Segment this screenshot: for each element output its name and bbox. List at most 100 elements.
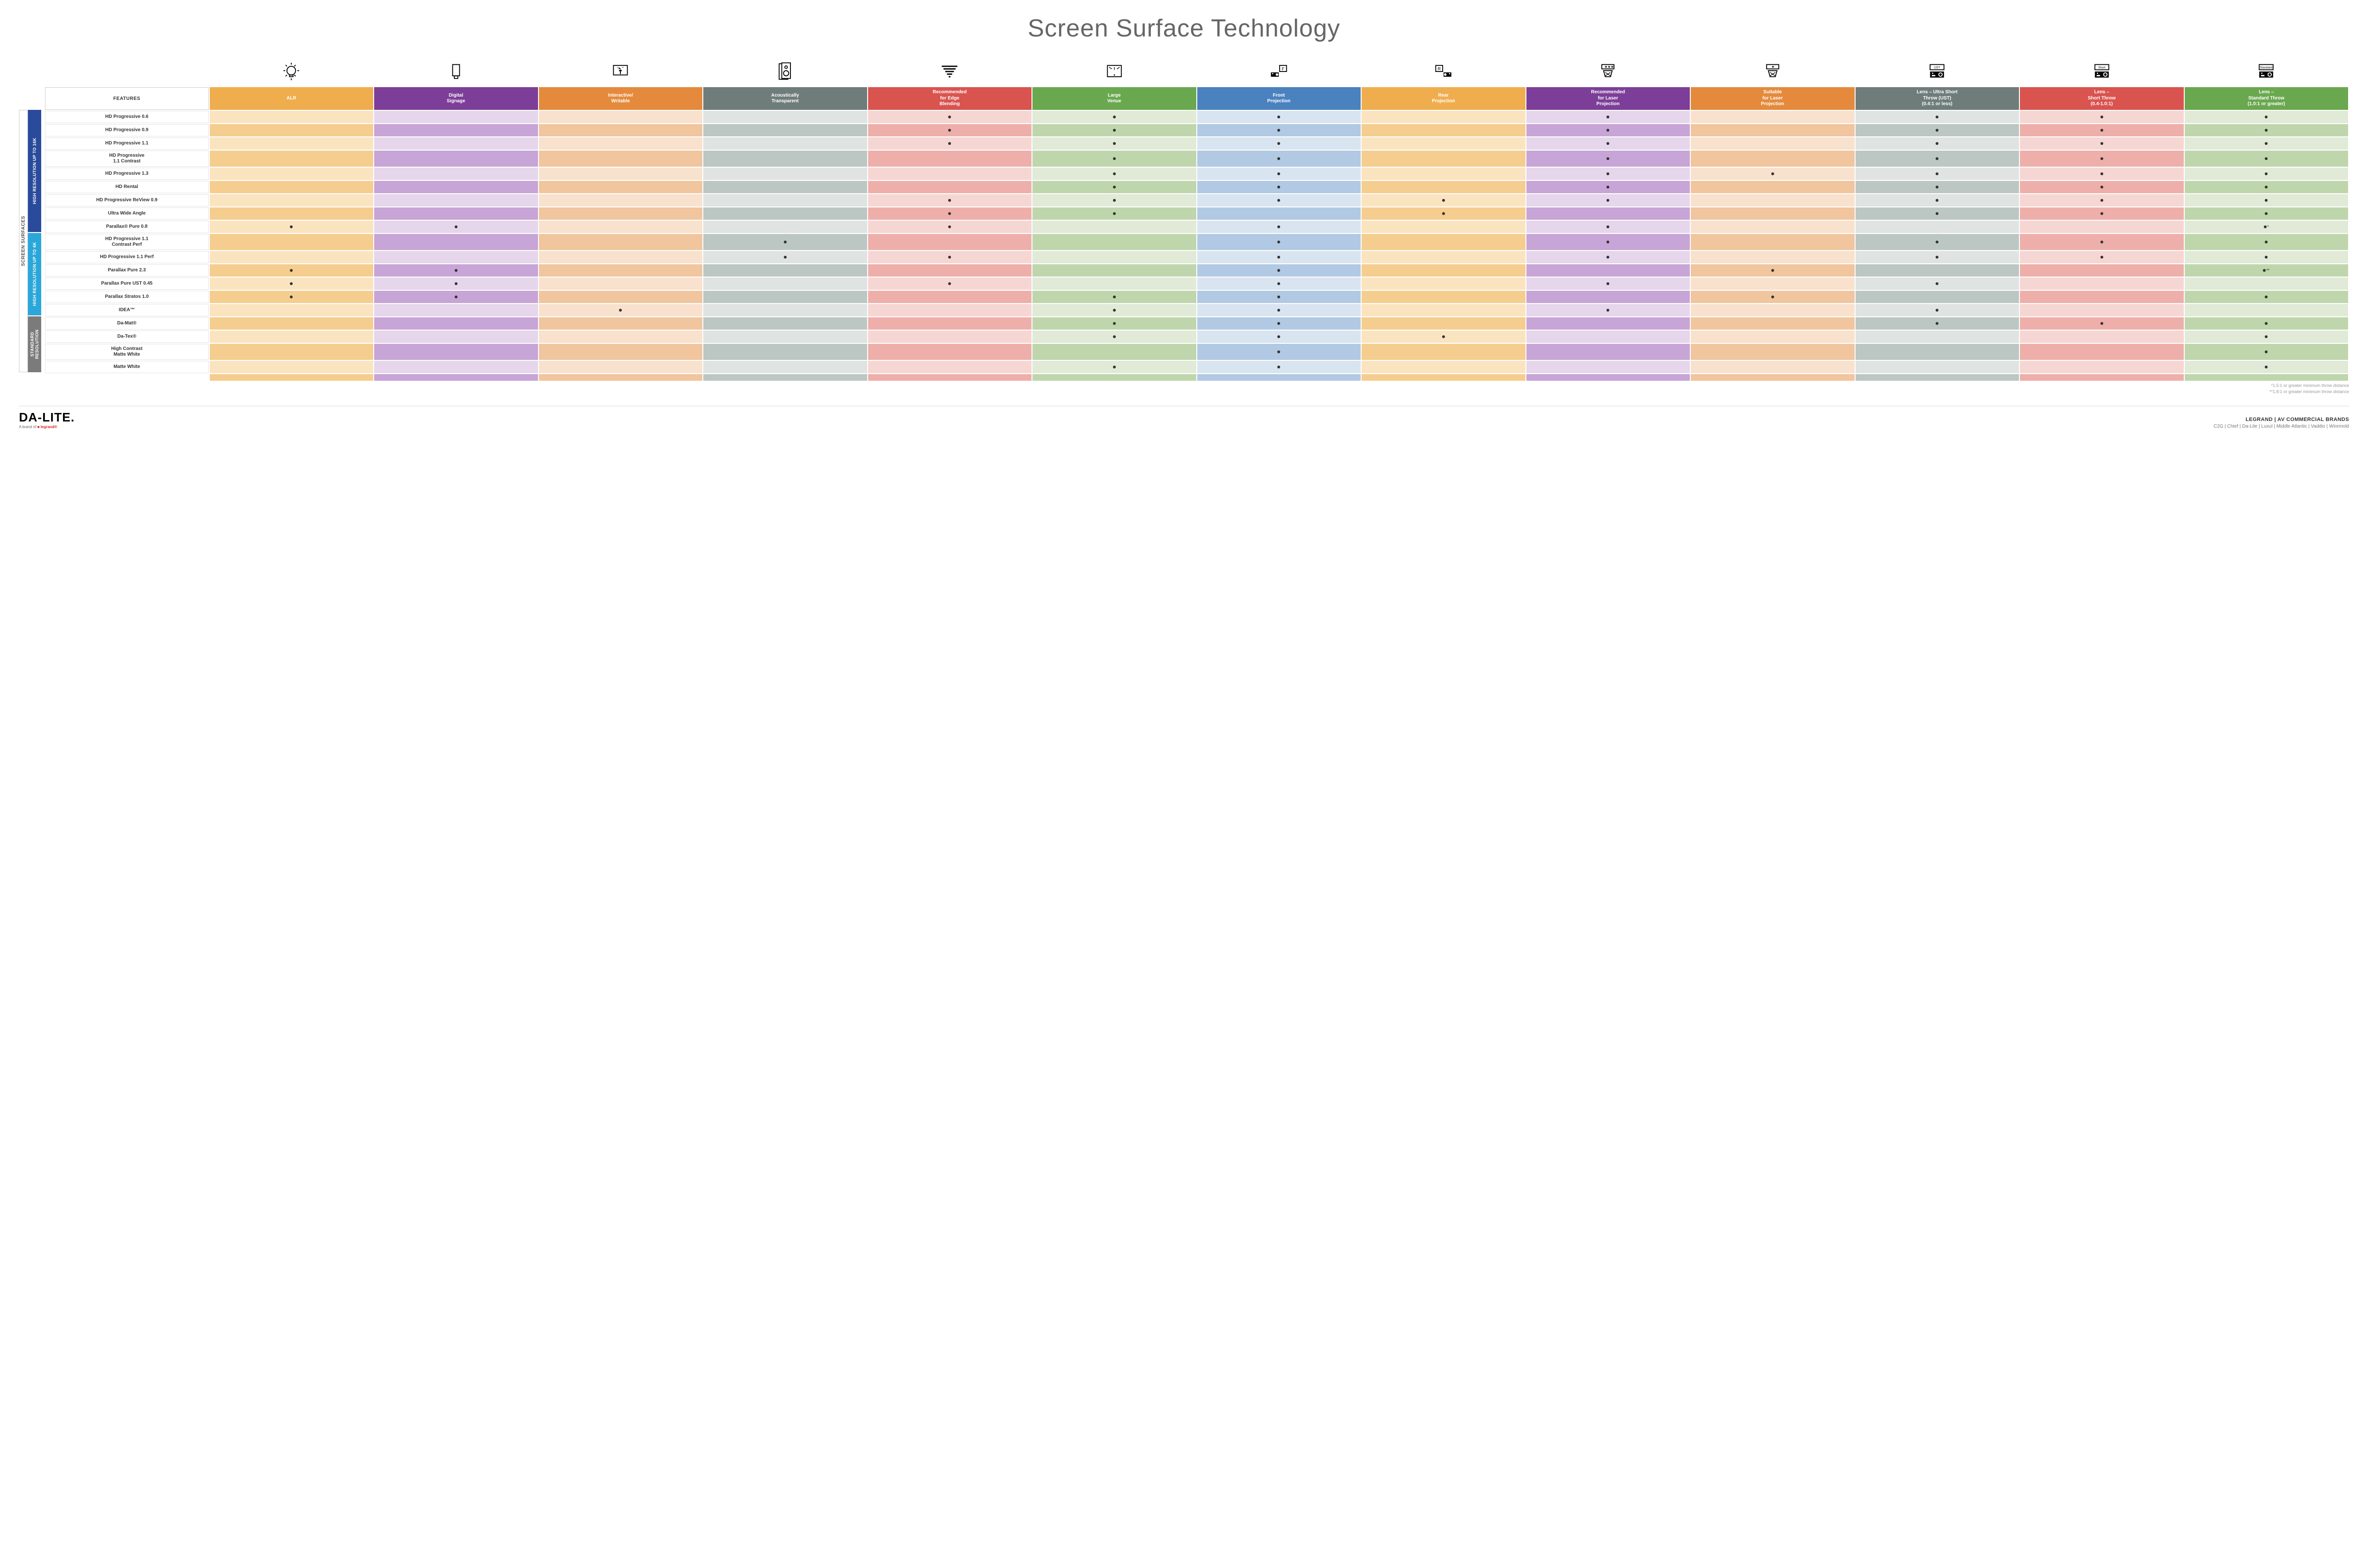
cell-signage (374, 361, 538, 373)
cell-std (2185, 317, 2349, 330)
cell-acoustic (703, 194, 867, 206)
cell-ust (1856, 234, 2019, 250)
svg-text:R: R (1437, 66, 1441, 71)
cell-front (1197, 207, 1361, 220)
cell-alr (210, 221, 374, 233)
cell-reclaser (1526, 331, 1690, 343)
svg-text:Standard: Standard (2260, 66, 2272, 69)
col-header-short: Lens –Short Throw(0.4-1.0:1) (2020, 87, 2184, 110)
cell-std (2185, 304, 2349, 316)
cell-short (2020, 207, 2184, 220)
cell-reclaser (1526, 124, 1690, 136)
cell-std (2185, 234, 2349, 250)
cell-front (1197, 317, 1361, 330)
cell-short (2020, 124, 2184, 136)
cell-large (1032, 344, 1196, 360)
table-row: Parallax Pure UST 0.45 (45, 278, 2348, 290)
cell-ust (1856, 278, 2019, 290)
brand-list: C2G | Chief | Da-Lite | Luxul | Middle A… (2214, 424, 2349, 429)
cell-std (2185, 137, 2349, 150)
cell-acoustic (703, 234, 867, 250)
cell-acoustic (703, 278, 867, 290)
cell-edge (868, 361, 1032, 373)
cell-writable (539, 344, 703, 360)
cell-signage (374, 344, 538, 360)
tag-brand: legrand® (41, 425, 57, 429)
cell-alr (210, 207, 374, 220)
cell-signage (374, 151, 538, 167)
cell-edge (868, 111, 1032, 123)
col-header-ust: Lens – Ultra ShortThrow (UST)(0.4:1 or l… (1856, 87, 2019, 110)
table-row: Da-Tex® (45, 331, 2348, 343)
cell-writable (539, 304, 703, 316)
cell-writable (539, 111, 703, 123)
col-icon-writable (539, 58, 703, 86)
col-icon-reclaser: ★★★ (1526, 58, 1690, 86)
cell-signage (374, 168, 538, 180)
cell-acoustic (703, 291, 867, 303)
cell-front (1197, 278, 1361, 290)
col-icon-short: Short (2020, 58, 2184, 86)
col-header-writable: Interactive/Writable (539, 87, 703, 110)
cell-short (2020, 137, 2184, 150)
col-header-rear: RearProjection (1362, 87, 1525, 110)
cell-writable (539, 151, 703, 167)
cell-signage (374, 194, 538, 206)
side-group-labels: HIGH RESOLUTION UP TO 16KHIGH RESOLUTION… (28, 57, 41, 394)
row-label: Parallax Pure 2.3 (45, 264, 209, 277)
cell-short (2020, 317, 2184, 330)
table-row: HD Progressive 1.1 Perf (45, 251, 2348, 263)
table-row: HD Progressive 1.3 (45, 168, 2348, 180)
cell-alr (210, 291, 374, 303)
cell-ust (1856, 124, 2019, 136)
cell-front (1197, 168, 1361, 180)
cell-edge (868, 234, 1032, 250)
cell-front (1197, 304, 1361, 316)
row-label: HD Progressive1.1 Contrast (45, 151, 209, 167)
cell-suitlaser (1691, 234, 1855, 250)
cell-std (2185, 181, 2349, 193)
cell-suitlaser (1691, 151, 1855, 167)
cell-alr (210, 194, 374, 206)
cell-short (2020, 221, 2184, 233)
cell-reclaser (1526, 291, 1690, 303)
cell-alr (210, 111, 374, 123)
cell-signage (374, 291, 538, 303)
cell-edge (868, 278, 1032, 290)
cell-reclaser (1526, 111, 1690, 123)
cell-large (1032, 221, 1196, 233)
cell-alr (210, 251, 374, 263)
cell-short (2020, 151, 2184, 167)
col-header-signage: DigitalSignage (374, 87, 538, 110)
cell-rear (1362, 251, 1525, 263)
cell-signage (374, 251, 538, 263)
cell-rear (1362, 317, 1525, 330)
cell-short (2020, 251, 2184, 263)
brand-title: LEGRAND | AV COMMERCIAL BRANDS (2214, 417, 2349, 422)
cell-large (1032, 304, 1196, 316)
col-header-acoustic: AcousticallyTransparent (703, 87, 867, 110)
col-icon-front: F (1197, 58, 1361, 86)
cell-rear (1362, 137, 1525, 150)
cell-rear (1362, 278, 1525, 290)
row-label: High ContrastMatte White (45, 344, 209, 360)
cell-writable (539, 194, 703, 206)
cell-rear (1362, 304, 1525, 316)
cell-edge (868, 251, 1032, 263)
cell-edge (868, 304, 1032, 316)
cell-reclaser (1526, 251, 1690, 263)
cell-short (2020, 181, 2184, 193)
row-label: HD Progressive ReView 0.9 (45, 194, 209, 206)
cell-reclaser (1526, 194, 1690, 206)
cell-signage (374, 234, 538, 250)
feature-matrix: FR★★★★USTShortStandardFEATURESALRDigital… (44, 57, 2349, 382)
cell-edge (868, 317, 1032, 330)
cell-std (2185, 278, 2349, 290)
side-group-label: HIGH RESOLUTION UP TO 16K (28, 110, 41, 232)
cell-front (1197, 194, 1361, 206)
cell-reclaser (1526, 221, 1690, 233)
cell-suitlaser (1691, 361, 1855, 373)
cell-rear (1362, 331, 1525, 343)
cell-std (2185, 344, 2349, 360)
cell-reclaser (1526, 151, 1690, 167)
